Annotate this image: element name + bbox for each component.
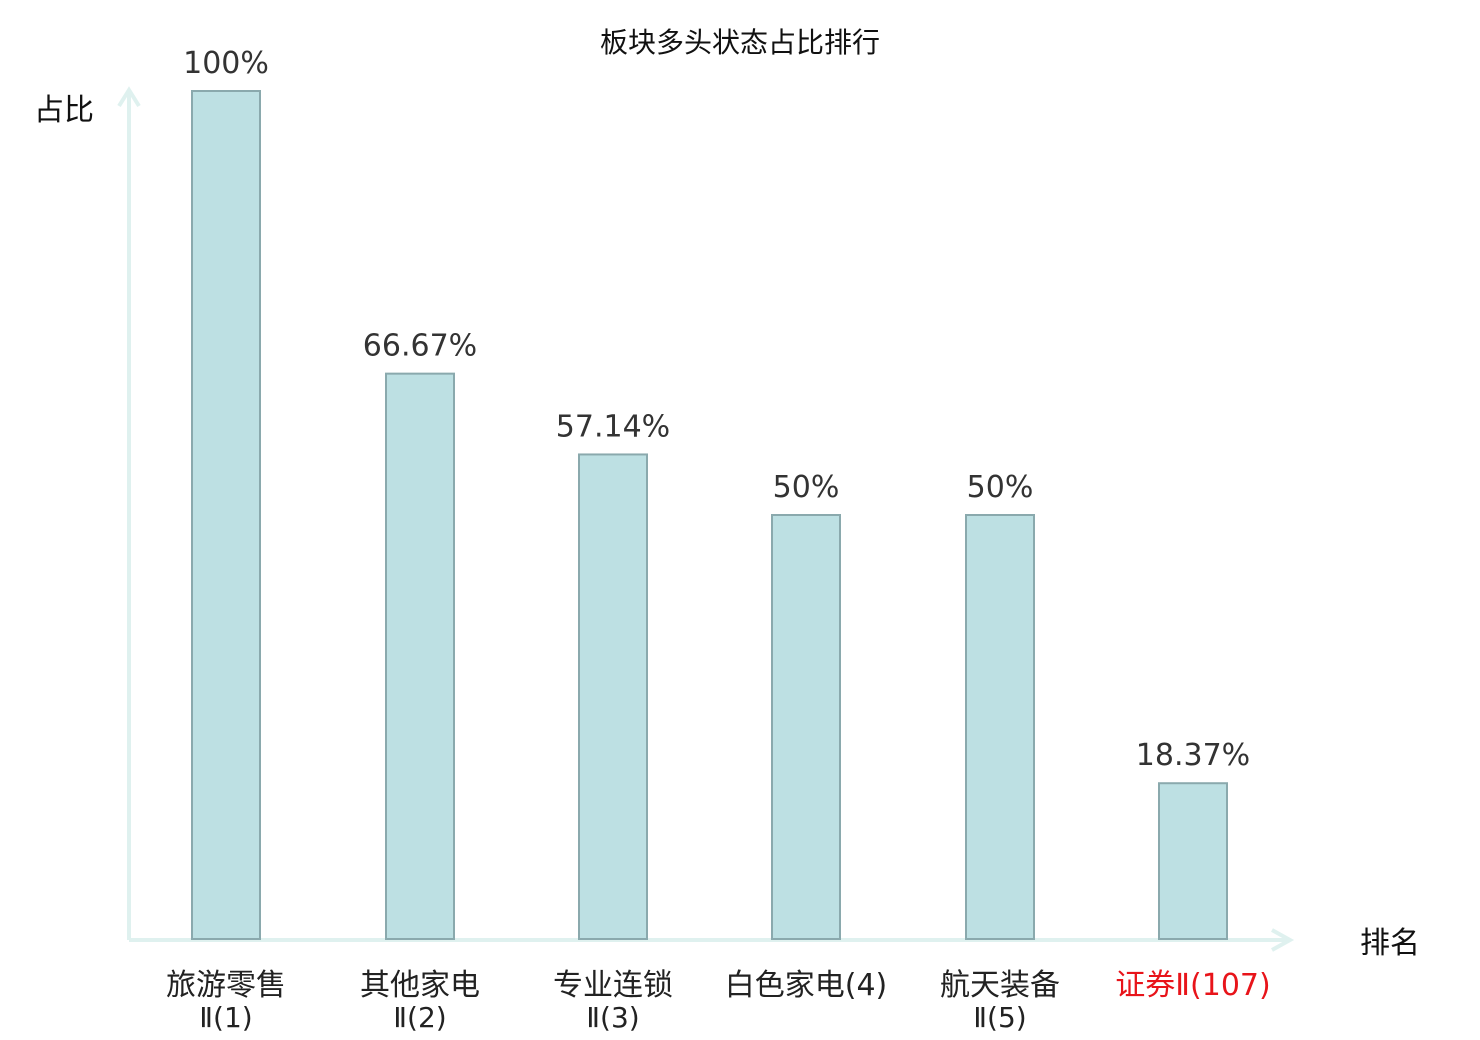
value-label-3: 57.14%	[556, 409, 670, 444]
bar-3	[578, 453, 648, 940]
bar-2	[385, 372, 455, 940]
axes	[117, 86, 1295, 952]
category-label-6: 证券Ⅱ(107)	[1115, 968, 1270, 1003]
category-label-5-line2: Ⅱ(5)	[973, 1001, 1026, 1034]
value-label-4: 50%	[773, 470, 840, 505]
value-label-6: 18.37%	[1136, 738, 1250, 773]
category-label-2: 其他家电	[360, 968, 480, 1003]
category-label-3-line2: Ⅱ(3)	[586, 1001, 639, 1034]
category-label-1: 旅游零售	[166, 968, 286, 1003]
x-axis-label: 排名	[1360, 926, 1420, 961]
category-label-5: 航天装备	[940, 968, 1060, 1003]
bars-group	[191, 90, 1228, 941]
y-axis-label: 占比	[34, 93, 94, 128]
value-labels-group: 100% 66.67% 57.14% 50% 50% 18.37%	[183, 46, 1250, 773]
bar-4	[771, 514, 841, 940]
value-label-2: 66.67%	[363, 329, 477, 364]
category-label-2-line2: Ⅱ(2)	[393, 1001, 446, 1034]
value-label-5: 50%	[967, 470, 1034, 505]
category-label-4: 白色家电(4)	[725, 968, 888, 1003]
value-label-1: 100%	[183, 46, 269, 81]
y-axis-arrow	[117, 86, 141, 108]
bar-1	[191, 90, 261, 940]
bar-5	[965, 514, 1035, 940]
bar-6	[1158, 782, 1228, 941]
category-label-3: 专业连锁	[553, 968, 673, 1003]
x-axis-arrow	[1271, 928, 1295, 952]
chart-title: 板块多头状态占比排行	[600, 26, 880, 59]
category-label-1-line2: Ⅱ(1)	[199, 1001, 252, 1034]
